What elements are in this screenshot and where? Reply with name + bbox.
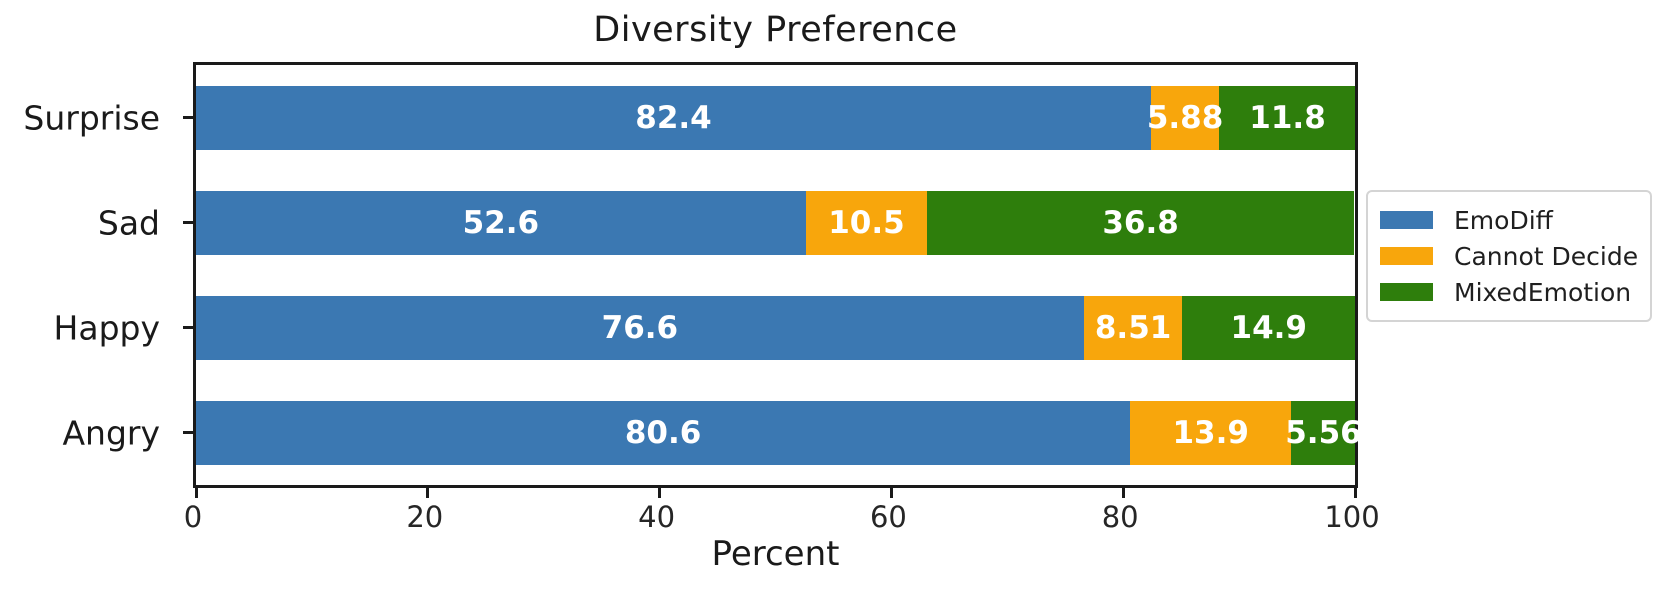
bar-value-label: 14.9 [1230,309,1308,346]
bar-value-label: 11.8 [1249,99,1326,136]
y-category-label: Angry [62,413,160,452]
plot-area: 82.4 5.88 11.8 52.6 10.5 36.8 76.6 8.51 14.9 80.6… [183,62,1362,498]
bar-value-label: 52.6 [462,204,540,241]
x-tick-label: 80 [1101,500,1139,534]
y-tick-mark [183,221,193,224]
x-tick-label: 20 [406,500,444,534]
bar-segment-cannot-decide [1083,295,1183,360]
chart-title: Diversity Preference [593,10,958,50]
y-axis-tick-labels: Surprise Sad Happy Angry [0,62,178,488]
x-tick-label: 60 [869,500,907,534]
bar-segment-emodiff [196,400,1131,465]
bar-value-label: 10.5 [828,204,905,241]
x-tick-mark [1353,488,1357,498]
bar-value-label: 82.4 [635,99,712,136]
bar-segment-emodiff [196,190,806,255]
bar-value-label: 5.88 [1146,99,1224,136]
bar-segment-emodiff [196,85,1152,150]
bar-segment-mixedemotion [1291,400,1355,465]
legend-item-label: Cannot Decide [1454,241,1639,271]
bar-value-label: 13.9 [1172,414,1249,451]
bar-segment-mixedemotion [1219,85,1355,150]
x-tick-mark [426,488,430,498]
bar-value-label: 36.8 [1102,204,1179,241]
y-tick-mark [183,326,193,329]
bar-row-angry: 80.6 13.9 5.56 [196,400,1362,465]
bar-value-label: 5.56 [1285,414,1362,451]
legend-item-emodiff: EmoDiff [1380,202,1638,238]
y-category-label: Happy [53,308,160,347]
y-category-label: Surprise [23,98,160,137]
bar-segment-cannot-decide [1130,400,1292,465]
bar-row-happy: 76.6 8.51 14.9 [196,295,1355,360]
x-tick-mark [1121,488,1125,498]
bar-segment-mixedemotion [1182,295,1355,360]
bar-value-label: 8.51 [1094,309,1172,346]
x-axis-title: Percent [711,534,840,574]
x-axis-tick-labels: 0 20 40 60 80 100 [184,500,1380,534]
legend-swatch-icon [1380,211,1433,229]
y-tick-mark [183,431,193,434]
y-tick-mark [183,116,193,119]
legend: EmoDiff Cannot Decide MixedEmotion [1366,190,1652,322]
y-category-label: Sad [97,203,160,242]
x-tick-mark [658,488,662,498]
bar-segment-cannot-decide [805,190,928,255]
x-tick-label: 0 [183,500,203,534]
x-tick-mark [194,488,198,498]
bar-value-label: 76.6 [601,309,679,346]
legend-item-cannot-decide: Cannot Decide [1380,238,1638,274]
x-tick-mark [889,488,893,498]
legend-item-label: MixedEmotion [1454,277,1632,307]
bar-row-sad: 52.6 10.5 36.8 [196,190,1355,255]
legend-item-mixedemotion: MixedEmotion [1380,274,1638,310]
x-tick-label: 40 [638,500,676,534]
bar-segment-emodiff [196,295,1084,360]
bar-row-surprise: 82.4 5.88 11.8 [196,85,1355,150]
bar-segment-cannot-decide [1151,85,1220,150]
bar-value-label: 80.6 [624,414,702,451]
legend-item-label: EmoDiff [1454,205,1553,235]
legend-swatch-icon [1380,247,1433,265]
bar-segment-mixedemotion [927,190,1354,255]
legend-swatch-icon [1380,283,1433,301]
x-tick-label: 100 [1324,500,1380,534]
